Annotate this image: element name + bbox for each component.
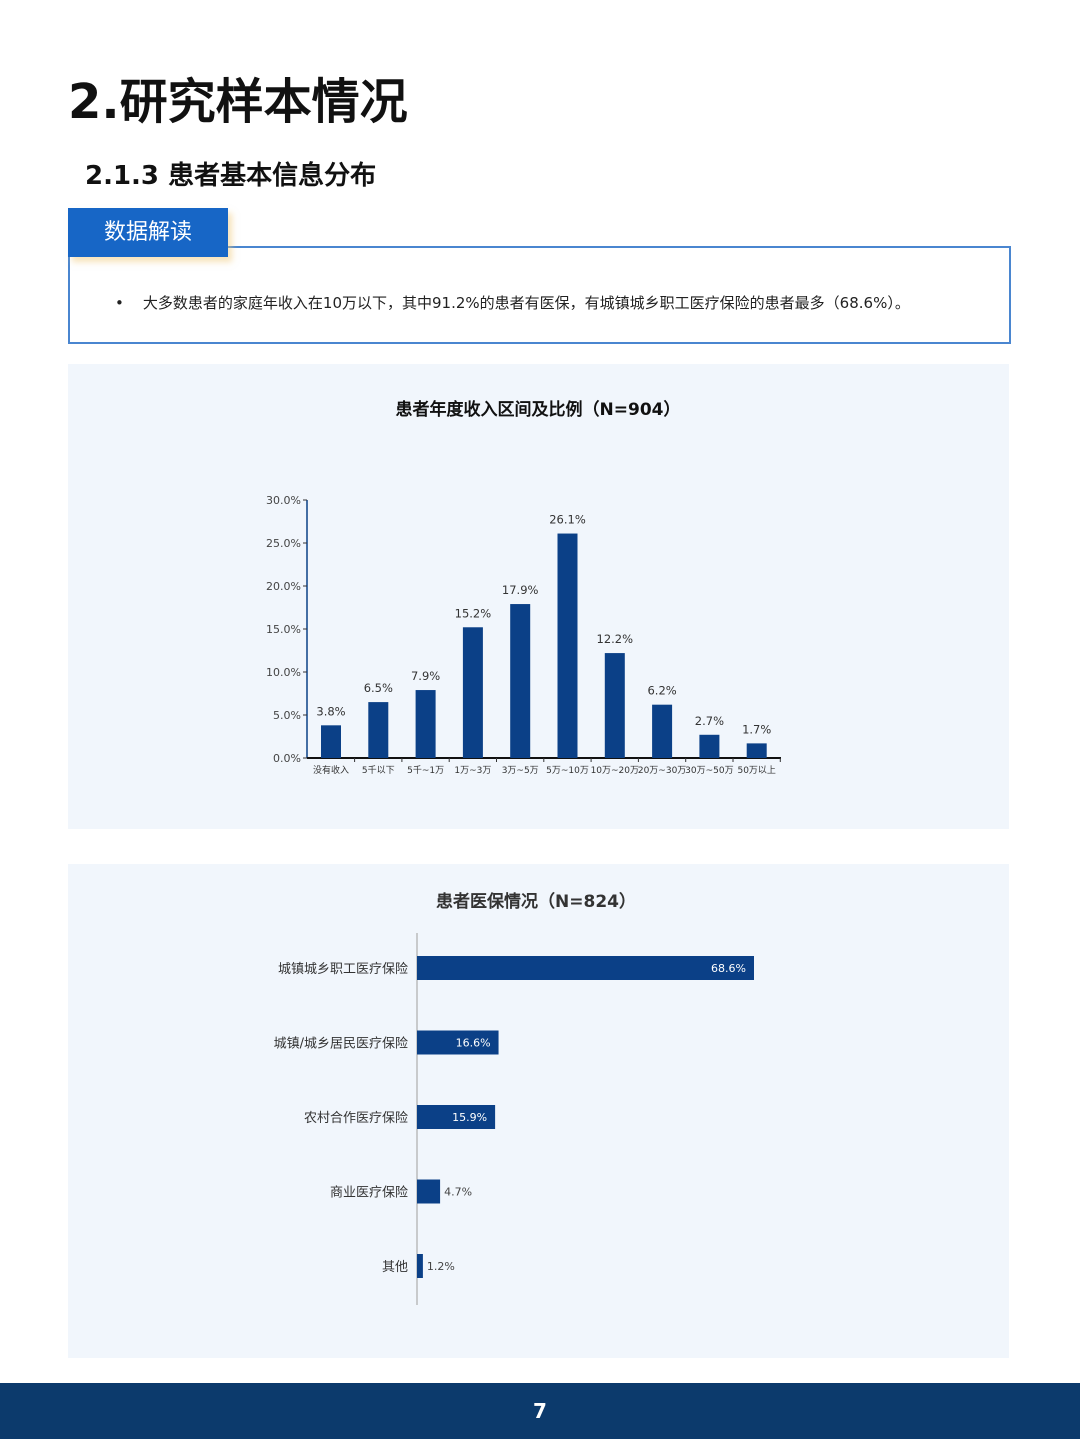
bar <box>462 627 483 758</box>
bar <box>417 1105 496 1129</box>
bar <box>417 1030 499 1055</box>
category-label: 其他 <box>382 1260 408 1275</box>
category-label: 城镇城乡职工医疗保险 <box>278 962 408 977</box>
bar <box>510 604 531 758</box>
data-label: 6.2% <box>647 684 676 698</box>
insurance-chart-panel: 患者医保情况（N=824） 城镇城乡职工医疗保险 68.6% 城镇/城乡居民医疗保险 1… <box>68 864 1009 1358</box>
chart-title: 患者医保情况（N=824） <box>436 891 636 912</box>
category-label: 农村合作医疗保险 <box>304 1111 408 1126</box>
income-chart: 患者年度收入区间及比例（N=904） 0.0% 5.0% 10.0% 15.0% 20.0… <box>266 399 781 776</box>
page-number: 7 <box>533 1399 547 1423</box>
x-tick-label: 3万~5万 <box>502 766 539 776</box>
data-label: 2.7% <box>695 714 724 728</box>
y-tick-label: 5.0% <box>273 709 301 722</box>
y-tick-label: 20.0% <box>266 580 301 593</box>
bar <box>368 702 389 758</box>
category-label: 城镇/城乡居民医疗保险 <box>274 1037 408 1052</box>
data-label: 1.7% <box>742 722 771 736</box>
data-label: 26.1% <box>549 513 586 527</box>
x-tick-label: 5万~10万 <box>546 766 589 776</box>
bar <box>415 690 436 758</box>
x-tick-label: 20万~30万 <box>638 766 686 776</box>
bar <box>699 734 720 758</box>
insight-text: 大多数患者的家庭年收入在10万以下，其中91.2%的患者有医保，有城镇城乡职工医… <box>142 294 910 312</box>
x-tick-label: 10万~20万 <box>591 766 639 776</box>
bar <box>417 1254 423 1278</box>
x-tick-label: 5千以下 <box>362 765 395 776</box>
data-label: 4.7% <box>444 1186 472 1199</box>
page-title: 2.研究样本情况 <box>68 74 408 130</box>
bar <box>321 725 341 758</box>
y-tick-label: 15.0% <box>266 623 301 636</box>
x-tick-label: 50万以上 <box>737 765 775 776</box>
bar <box>557 533 578 758</box>
data-label: 15.9% <box>452 1111 487 1124</box>
bar <box>746 743 767 758</box>
category-label: 商业医疗保险 <box>330 1186 408 1201</box>
page-footer: 7 <box>0 1383 1080 1439</box>
data-label: 16.6% <box>456 1037 491 1050</box>
data-label: 17.9% <box>502 583 539 597</box>
y-tick-label: 10.0% <box>266 666 301 679</box>
bar <box>604 653 625 758</box>
bar <box>417 956 754 980</box>
x-tick-label: 30万~50万 <box>685 766 733 776</box>
data-label: 6.5% <box>364 681 393 695</box>
bar <box>652 704 673 758</box>
data-label: 1.2% <box>427 1260 455 1273</box>
section-subtitle: 2.1.3 患者基本信息分布 <box>85 161 377 191</box>
income-chart-panel: 患者年度收入区间及比例（N=904） 0.0% 5.0% 10.0% 15.0% 20.0… <box>68 364 1009 829</box>
insight-bullet: • 大多数患者的家庭年收入在10万以下，其中91.2%的患者有医保，有城镇城乡职… <box>115 294 910 312</box>
data-label: 12.2% <box>597 632 634 646</box>
data-label: 7.9% <box>411 669 440 683</box>
insight-box <box>68 246 1011 344</box>
x-tick-label: 5千~1万 <box>407 765 444 776</box>
bar <box>417 1179 441 1204</box>
x-tick-label: 1万~3万 <box>454 766 491 776</box>
y-tick-label: 30.0% <box>266 494 301 507</box>
x-tick-label: 没有收入 <box>313 764 349 776</box>
insurance-chart: 患者医保情况（N=824） 城镇城乡职工医疗保险 68.6% 城镇/城乡居民医疗保险 1… <box>274 891 754 1305</box>
data-label: 68.6% <box>711 962 746 975</box>
y-tick-label: 0.0% <box>273 752 301 765</box>
data-label: 3.8% <box>316 704 345 718</box>
insight-tab: 数据解读 <box>68 208 228 257</box>
chart-title: 患者年度收入区间及比例（N=904） <box>396 399 681 420</box>
data-label: 15.2% <box>455 606 492 620</box>
y-tick-label: 25.0% <box>266 537 301 550</box>
